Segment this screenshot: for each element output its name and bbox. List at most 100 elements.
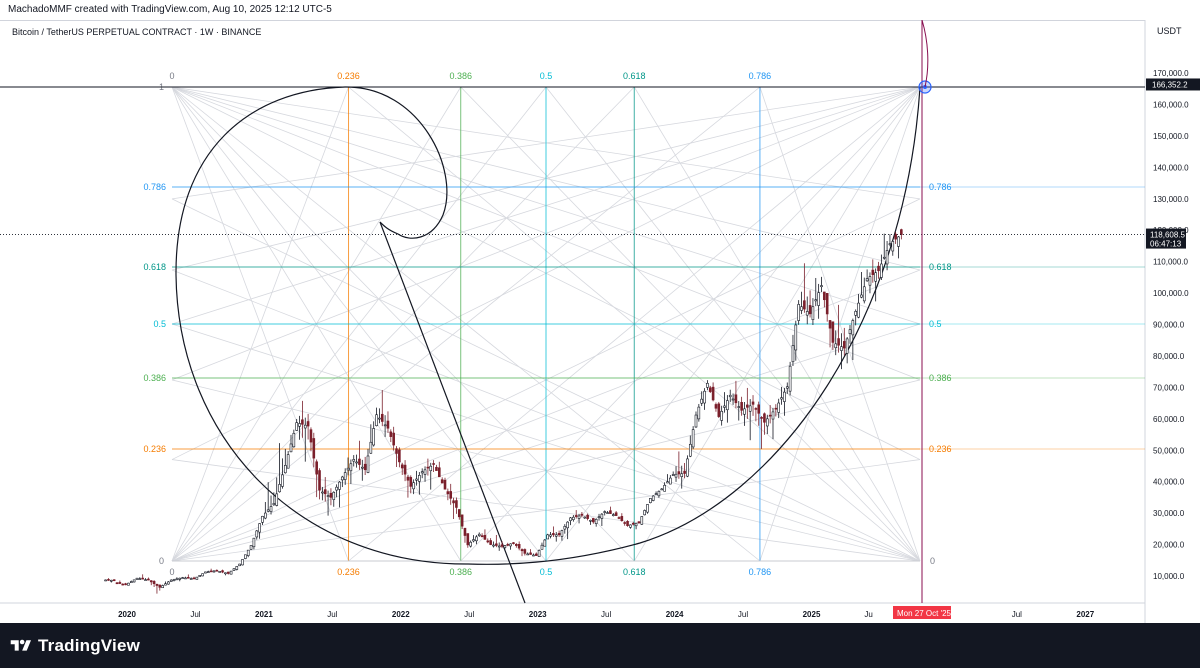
- candle-body: [549, 534, 552, 537]
- candle-body: [429, 465, 433, 472]
- candle-body: [717, 403, 721, 417]
- candle-body: [586, 514, 589, 519]
- candle-body: [497, 545, 501, 548]
- candle-body: [349, 463, 353, 472]
- candle-body: [192, 577, 196, 580]
- candle-body: [286, 454, 290, 469]
- candle-body: [517, 543, 521, 549]
- candle-body: [520, 549, 524, 552]
- candle-body: [352, 459, 356, 462]
- candle-body: [480, 535, 484, 538]
- candle-body: [164, 583, 167, 586]
- candle-body: [788, 365, 792, 392]
- candle-body: [840, 346, 843, 351]
- candle-body: [452, 500, 455, 504]
- candle-body: [158, 584, 162, 588]
- candle-body: [754, 408, 758, 410]
- last-price-countdown: 06:47:13: [1150, 240, 1182, 249]
- fib-level-label-right: 0.5: [929, 319, 942, 329]
- candle-body: [269, 506, 273, 512]
- candle-body: [726, 400, 729, 411]
- candle-body: [178, 577, 182, 580]
- candle-body: [326, 495, 330, 497]
- candle-body: [882, 256, 886, 259]
- time-axis-tick: Jul: [601, 610, 611, 619]
- candle-body: [363, 463, 367, 471]
- chart-svg[interactable]: 0.786 0.786 0.618 0.618 0.5 0.5 0.386 0.386 0.23…: [0, 20, 1200, 623]
- candle-body: [554, 534, 558, 537]
- fib-time-label-bottom: 0: [169, 567, 174, 577]
- fib-level-label-right: 0.236: [929, 444, 952, 454]
- tradingview-logo-icon: [10, 639, 31, 651]
- fib-time-label-top: 0.618: [623, 71, 646, 81]
- candle-body: [900, 229, 903, 235]
- candle-body: [469, 541, 472, 547]
- candle-body: [489, 540, 492, 545]
- candle-body: [831, 321, 835, 343]
- time-axis-tick: Jul: [464, 610, 474, 619]
- candle-body: [312, 438, 316, 459]
- candle-body: [532, 554, 535, 557]
- candle-body: [686, 458, 689, 477]
- candle-body: [335, 486, 338, 491]
- candle-body: [272, 503, 276, 506]
- candle-body: [780, 397, 783, 400]
- candle-body: [660, 488, 664, 491]
- candle-body: [386, 420, 390, 429]
- candle-body: [457, 509, 461, 518]
- candle-body: [671, 474, 675, 477]
- candle-body: [403, 464, 407, 475]
- candle-body: [543, 539, 547, 547]
- candle-body: [694, 414, 698, 428]
- candle-body: [278, 484, 281, 493]
- candle-body: [845, 338, 849, 354]
- candle-body: [577, 515, 581, 519]
- candle-body: [623, 522, 626, 524]
- footer-bar: TradingView: [0, 623, 1200, 668]
- chart-area[interactable]: 0.786 0.786 0.618 0.618 0.5 0.5 0.386 0.386 0.23…: [0, 20, 1200, 623]
- candle-body: [172, 579, 176, 581]
- fib-spiral: [175, 86, 921, 565]
- fib-time-label-bottom: 0.5: [540, 567, 553, 577]
- candle-body: [609, 510, 612, 514]
- candle-body: [854, 311, 858, 316]
- spiral-tail: [921, 20, 929, 88]
- candle-body: [141, 577, 144, 580]
- price-axis-tick: 150,000.0: [1153, 132, 1189, 141]
- candle-body: [118, 582, 122, 584]
- candle-body: [232, 568, 236, 571]
- candle-body: [862, 286, 866, 302]
- fib-level-label-left: 0.786: [143, 182, 166, 192]
- candle-body: [688, 443, 692, 457]
- candle-body: [803, 300, 806, 310]
- fib-time-label-bottom: 0.236: [337, 567, 360, 577]
- fib-time-label-top: 0.236: [337, 71, 360, 81]
- tradingview-logo[interactable]: TradingView: [10, 636, 140, 656]
- candle-body: [731, 398, 735, 401]
- price-axis-unit: USDT: [1157, 26, 1182, 36]
- candle-body: [449, 491, 453, 499]
- candle-body: [201, 573, 204, 577]
- crosshair-date-label: Mon 27 Oct '25: [897, 609, 952, 618]
- candle-body: [167, 581, 170, 585]
- candle-body: [897, 236, 900, 247]
- candle-body: [674, 473, 678, 478]
- candle-body: [161, 585, 164, 589]
- candle-body: [400, 464, 404, 469]
- candle-body: [737, 406, 741, 408]
- price-axis-bg: [1145, 20, 1200, 623]
- candle-body: [703, 390, 706, 404]
- candle-body: [891, 241, 895, 252]
- candle-body: [435, 466, 438, 471]
- fib-level-label-left: 0.618: [143, 262, 166, 272]
- fib-level-label-left: 0.386: [143, 373, 166, 383]
- candle-body: [805, 311, 809, 316]
- time-axis-tick: 2021: [255, 610, 273, 619]
- candle-body: [121, 583, 125, 586]
- time-axis-tick: 2022: [392, 610, 410, 619]
- candle-body: [620, 516, 624, 521]
- candle-body: [734, 394, 738, 404]
- price-axis-tick: 70,000.0: [1153, 383, 1185, 392]
- candle-body: [303, 424, 307, 429]
- crosshair-price-label: 166,352.2: [1152, 80, 1188, 89]
